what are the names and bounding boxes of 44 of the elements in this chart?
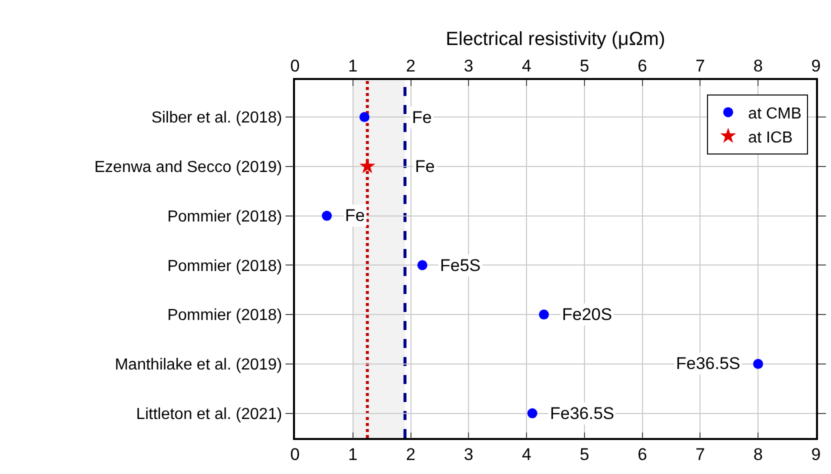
data-label: Fe bbox=[415, 157, 435, 176]
x2-tick-label: 0 bbox=[290, 56, 300, 76]
x-tick-label: 0 bbox=[290, 445, 300, 464]
x2-tick-label: 7 bbox=[695, 56, 705, 76]
point bbox=[538, 310, 549, 320]
x2-tick-label: 1 bbox=[348, 56, 358, 76]
x2-tick-label: 2 bbox=[406, 56, 416, 76]
data-label: Fe5S bbox=[440, 256, 481, 275]
data-label: Fe36.5S bbox=[550, 404, 614, 423]
point bbox=[359, 158, 376, 174]
x-tick-label: 1 bbox=[348, 445, 358, 464]
x-tick-label: 2 bbox=[406, 445, 416, 464]
point bbox=[359, 112, 370, 122]
point bbox=[322, 210, 332, 221]
y-tick-label: Manthilake et al. (2019) bbox=[114, 356, 282, 374]
x2-tick-label: 5 bbox=[580, 56, 590, 76]
x-tick-label: 5 bbox=[580, 445, 590, 464]
x-tick-label: 8 bbox=[753, 445, 763, 464]
data-label: Fe20S bbox=[562, 305, 612, 324]
x-tick-label: 4 bbox=[522, 445, 532, 464]
x-tick-label: 6 bbox=[638, 445, 648, 464]
legend-label: at CMB bbox=[748, 105, 802, 122]
x2-tick-label: 4 bbox=[522, 56, 532, 76]
point bbox=[753, 358, 764, 369]
point bbox=[417, 260, 428, 270]
data-label: Fe bbox=[345, 206, 365, 225]
y-tick-label: Pommier (2018) bbox=[167, 258, 282, 275]
y-tick-label: Pommier (2018) bbox=[167, 307, 282, 324]
x-tick-label: 9 bbox=[811, 445, 821, 464]
x-tick-label: 3 bbox=[464, 445, 474, 464]
data-label: Fe bbox=[412, 108, 432, 127]
y-tick-label: Pommier (2018) bbox=[167, 208, 282, 226]
y-tick-label: Ezenwa and Secco (2019) bbox=[94, 159, 282, 176]
x2-axis-title: Electrical resistivity (μΩm) bbox=[446, 28, 666, 50]
legend-label: at ICB bbox=[748, 129, 793, 146]
y-tick-label: Littleton et al. (2021) bbox=[136, 406, 282, 423]
x2-tick-label: 9 bbox=[811, 56, 821, 76]
x2-tick-label: 3 bbox=[464, 56, 474, 76]
point bbox=[527, 408, 538, 418]
x2-tick-label: 8 bbox=[753, 56, 763, 76]
y-tick-label: Silber et al. (2018) bbox=[151, 110, 282, 127]
x-tick-label: 7 bbox=[695, 445, 705, 464]
x2-tick-label: 6 bbox=[638, 56, 648, 76]
data-label: Fe36.5S bbox=[676, 354, 740, 373]
